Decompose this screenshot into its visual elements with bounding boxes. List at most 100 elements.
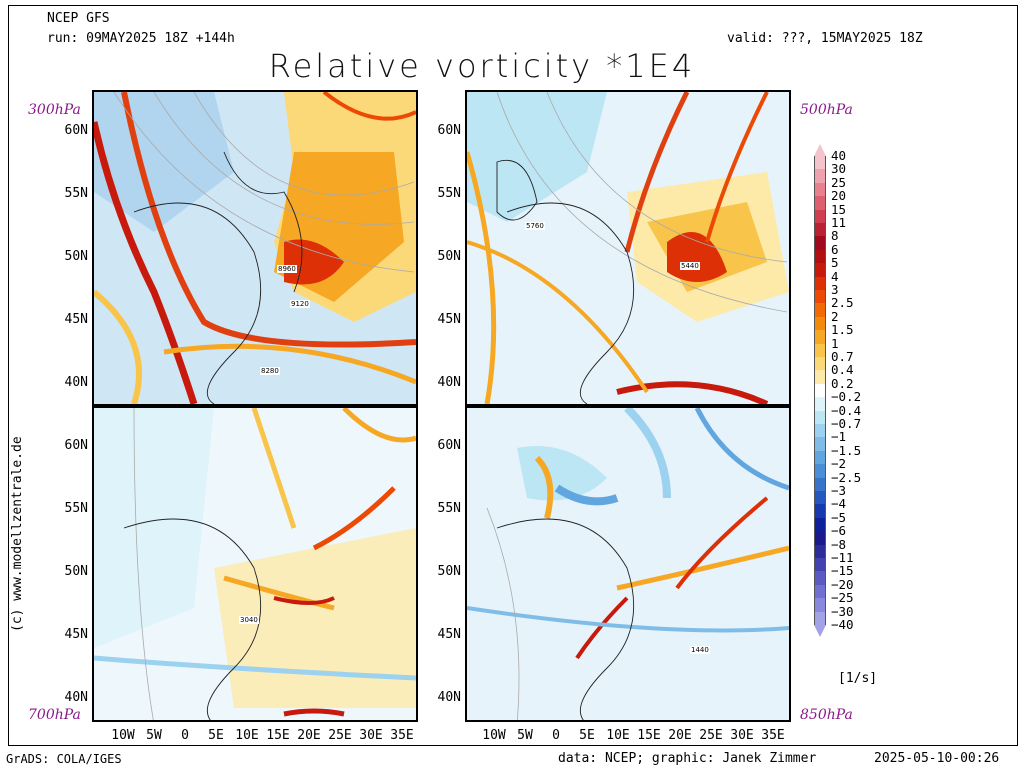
colorbar-tick-label: 15 [831,201,847,217]
colorbar-swatch [814,182,826,197]
vorticity-field-850 [467,408,789,720]
colorbar-tick-label: −40 [831,617,854,632]
lat-label: 45N [437,627,461,642]
colorbar-tick-label: −15 [831,563,854,579]
units-label: [1/s] [838,671,878,686]
colorbar-swatch [814,290,826,304]
colorbar-tick-label: −4 [831,496,847,512]
colorbar-tick-label: −1.5 [831,442,862,458]
lon-label: 10W [482,728,506,743]
colorbar-swatch [814,437,826,452]
site-credit: (c) www.modellzentrale.de [10,436,25,632]
colorbar-swatch [814,424,826,438]
footer-timestamp: 2025-05-10-00:26 [874,751,1000,766]
lat-label: 45N [437,312,461,327]
contour-label: 8960 [277,265,297,273]
colorbar-tick-label: −0.7 [831,416,862,431]
colorbar-tick-label: 25 [831,174,847,190]
lat-label: 50N [437,249,461,264]
colorbar-swatch [814,504,826,519]
footer-grads: GrADS: COLA/IGES [6,752,122,766]
map-panel-300hpa: 8960 9120 8280 [92,90,418,406]
colorbar-swatch [814,477,826,492]
lat-label: 40N [64,690,88,705]
lon-label: 35E [761,728,785,743]
level-label-700: 700hPa [28,707,81,723]
colorbar-tick-label: −0.4 [831,402,862,418]
colorbar-swatch [814,397,826,412]
colorbar-swatch [814,276,826,291]
contour-label: 5440 [680,262,700,270]
lat-label: 40N [437,690,461,705]
colorbar-tick-label: −8 [831,536,847,552]
colorbar-tick-label: 0.4 [831,362,854,378]
colorbar-tick-label: −0.2 [831,389,862,405]
colorbar-swatch [814,611,826,626]
lat-label: 55N [437,186,461,201]
colorbar-swatch [814,464,826,479]
contour-label: 3040 [239,616,259,624]
vorticity-field-500 [467,92,789,404]
lon-label: 25E [699,728,723,743]
colorbar-swatch [814,169,826,184]
colorbar-tick-label: 11 [831,215,847,230]
colorbar-tick-label: −30 [831,603,854,619]
lat-label: 45N [64,312,88,327]
colorbar-swatch [814,571,826,586]
colorbar-swatch [814,598,826,613]
lon-label: 10W [111,728,135,743]
colorbar-tick-label: 30 [831,161,847,177]
colorbar-tick-label: 0.7 [831,349,854,364]
colorbar-tick-label: 40 [831,148,847,163]
lon-label: 5E [208,728,224,743]
run-info: run: 09MAY2025 18Z +144h [47,31,235,46]
colorbar-swatch [814,263,826,278]
colorbar-tick-label: 4 [831,268,839,284]
colorbar-tick-label: 8 [831,228,839,244]
colorbar-swatch [814,410,826,425]
colorbar-swatch [814,357,826,371]
colorbar-swatch [814,450,826,465]
contour-label: 8280 [260,367,280,375]
colorbar-swatch [814,383,826,398]
colorbar-bottom-arrow [814,625,826,637]
lon-label: 5E [579,728,595,743]
lat-label: 60N [437,438,461,453]
vorticity-field-300 [94,92,416,404]
colorbar-swatch [814,156,826,170]
figure-frame [8,5,1018,746]
colorbar-swatch [814,370,826,385]
lon-label: 5W [517,728,533,743]
lat-label: 50N [64,249,88,264]
footer-credits: data: NCEP; graphic: Janek Zimmer [558,751,817,766]
lon-label: 35E [390,728,414,743]
lon-label: 20E [668,728,692,743]
colorbar-tick-label: 1.5 [831,322,854,338]
lon-label: 15E [266,728,290,743]
map-panel-700hpa: 3040 [92,406,418,722]
lat-label: 60N [437,123,461,138]
colorbar-swatch [814,223,826,237]
contour-label: 5760 [525,222,545,230]
colorbar-tick-label: −1 [831,429,847,445]
lon-label: 10E [606,728,630,743]
colorbar-tick-label: 20 [831,188,847,204]
colorbar-swatch [814,303,826,318]
lat-label: 45N [64,627,88,642]
colorbar-swatch [814,236,826,251]
colorbar-tick-label: −11 [831,550,854,565]
colorbar-swatch [814,531,826,546]
lon-label: 20E [297,728,321,743]
colorbar-swatch [814,558,826,572]
map-panel-500hpa: 5760 5440 [465,90,791,406]
lat-label: 60N [64,438,88,453]
chart-title: Relative vorticity *1E4 [268,47,696,85]
level-label-850: 850hPa [800,707,853,723]
lat-label: 40N [437,375,461,390]
colorbar-tick-label: −2 [831,456,847,472]
colorbar-swatch [814,544,826,559]
lat-label: 55N [437,501,461,516]
level-label-300: 300hPa [28,102,81,118]
colorbar-swatch [814,249,826,264]
level-label-500: 500hPa [800,102,853,118]
